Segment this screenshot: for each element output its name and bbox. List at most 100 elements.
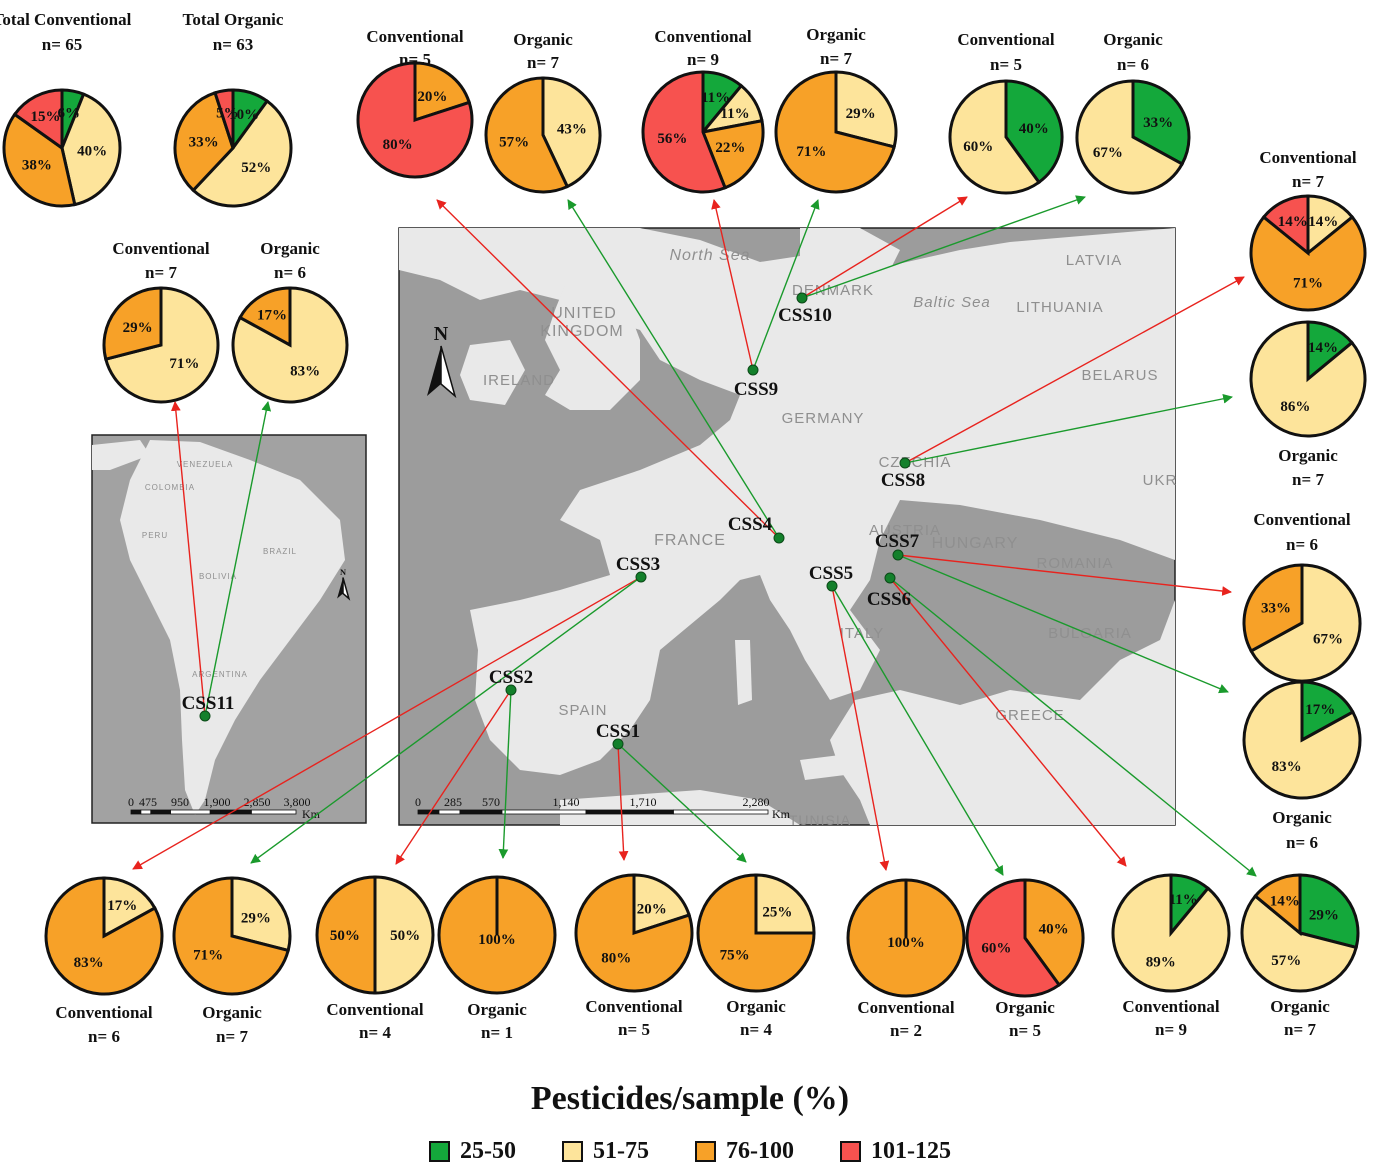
legend-label: 51-75 xyxy=(593,1138,649,1164)
pie-slice-25-50 xyxy=(1300,680,1355,743)
south-america-map xyxy=(91,434,367,824)
legend-label: 25-50 xyxy=(460,1138,516,1164)
pie-slice-51-75 xyxy=(1249,320,1367,438)
pie-chart-18: 20% 80% Conventional n= 5 xyxy=(574,873,694,1039)
pie-slice-101-125 xyxy=(965,878,1062,998)
arrow-green xyxy=(831,585,1004,876)
pie-slice-76-100 xyxy=(696,873,816,993)
arrow-red xyxy=(889,577,1127,867)
map-country-label: SPAIN xyxy=(559,702,608,719)
pie-chart-20: 100% Conventional n= 2 xyxy=(846,878,966,1040)
map-country-label: FRANCE xyxy=(654,532,726,549)
pie-slice-label: 80% xyxy=(601,950,631,966)
site-label-css1: CSS1 xyxy=(596,721,640,742)
pie-chart-7: 33% 67% Organic n= 6 xyxy=(1075,30,1191,195)
pie-slice-label: 20% xyxy=(417,89,447,105)
pie-title: Organic xyxy=(995,998,1055,1017)
scale-label: 285 xyxy=(444,795,462,809)
site-marker-css4 xyxy=(773,532,785,544)
pie-slice-76-100 xyxy=(574,873,694,993)
pie-title: Organic xyxy=(1278,446,1338,465)
pie-title: Conventional xyxy=(857,998,955,1017)
site-label-css5: CSS5 xyxy=(809,563,853,584)
pie-slice-label: 89% xyxy=(1146,954,1176,970)
map-country-label: North Sea xyxy=(669,247,750,264)
pie-slice-label: 57% xyxy=(1271,953,1301,969)
pie-slice-label: 17% xyxy=(107,898,137,914)
pie-chart-5: 29% 71% Organic n= 7 xyxy=(774,25,898,194)
scale-label: Km xyxy=(302,807,321,821)
pie-slice-label: 29% xyxy=(241,911,271,927)
arrow-red xyxy=(617,743,629,861)
scale-label: 475 xyxy=(139,795,157,809)
map-country-label: Baltic Sea xyxy=(913,294,991,311)
pie-slice-label: 83% xyxy=(1272,759,1302,775)
pie-title: Conventional xyxy=(585,997,683,1016)
pie-title: Conventional xyxy=(55,1003,153,1022)
pie-chart-1: 10% 52% 33% 5% Total Organic n= 63 xyxy=(173,10,293,208)
pie-slice-51-75 xyxy=(191,98,293,208)
arrow-green xyxy=(250,576,642,864)
map-country-label: BULGARIA xyxy=(1048,625,1132,642)
legend-item: 25-50 xyxy=(429,1138,516,1165)
scale-label: 1,140 xyxy=(553,795,580,809)
pie-title: Conventional xyxy=(1122,997,1220,1016)
site-marker-css9 xyxy=(747,364,759,376)
pie-title: Conventional xyxy=(112,239,210,258)
pie-slice-label: 14% xyxy=(1308,340,1338,356)
scale-label: 3,800 xyxy=(284,795,311,809)
site-label-css9: CSS9 xyxy=(734,379,778,400)
map-country-label: BOLIVIA xyxy=(199,572,237,581)
pie-slice-51-75 xyxy=(541,76,602,189)
north-africa-land xyxy=(560,790,800,825)
pie-slice-51-75 xyxy=(1249,563,1362,683)
arrow-green xyxy=(498,689,512,859)
pie-chart-17: 100% Organic n= 1 xyxy=(437,875,557,1042)
pie-slice-51-75 xyxy=(373,875,435,995)
pie-sample-size: n= 7 xyxy=(1284,1020,1316,1039)
pie-title: Organic xyxy=(260,239,320,258)
pie-slice-label: 14% xyxy=(1270,893,1300,909)
pie-sample-size: n= 7 xyxy=(145,263,177,282)
pie-chart-12: 67% 33% Conventional n= 6 xyxy=(1242,510,1362,683)
pie-slice-label: 10% xyxy=(229,107,259,123)
map-country-label: HUNGARY xyxy=(932,535,1019,552)
sites-layer: CSS1 CSS2 CSS3 CSS4 CSS5 CSS6 CSS7 CSS8 CSS9 CSS1… xyxy=(182,292,925,750)
map-country-label: UKR xyxy=(1143,472,1178,489)
map-country-label: PERU xyxy=(142,531,168,540)
pie-slice-label: 50% xyxy=(330,928,360,944)
europe-map xyxy=(398,227,1176,826)
pie-slice-label: 25% xyxy=(762,905,792,921)
pie-chart-10: 14% 71% 14% Conventional n= 7 xyxy=(1249,148,1367,312)
pie-slice-label: 71% xyxy=(169,356,199,372)
legend-item: 51-75 xyxy=(562,1138,649,1165)
pie-slice-76-100 xyxy=(1023,878,1085,988)
site-marker-css8 xyxy=(899,457,911,469)
pie-sample-size: n= 4 xyxy=(359,1023,391,1042)
pie-slice-label: 71% xyxy=(193,947,223,963)
pie-chart-21: 40% 60% Organic n= 5 xyxy=(965,878,1085,1040)
pie-slice-label: 14% xyxy=(1278,214,1308,230)
pie-title: Organic xyxy=(513,30,573,49)
map-country-label: GREECE xyxy=(995,707,1064,724)
south-america-land xyxy=(120,440,345,815)
scale-label: Km xyxy=(772,807,791,821)
map-country-label: ROMANIA xyxy=(1036,555,1113,572)
pie-slice-51-75 xyxy=(230,876,292,953)
pie-slice-25-50 xyxy=(1298,873,1360,950)
pie-slice-51-75 xyxy=(1240,893,1359,993)
legend-swatch xyxy=(840,1141,861,1162)
arrow-red xyxy=(831,585,890,871)
north-label: N xyxy=(340,568,346,577)
map-country-label: ARGENTINA xyxy=(192,670,248,679)
site-label-css8: CSS8 xyxy=(881,470,925,491)
pie-chart-13: 17% 83% Organic n= 6 xyxy=(1242,680,1362,852)
arrow-green xyxy=(801,195,1086,299)
pie-sample-size: n= 5 xyxy=(618,1020,650,1039)
pie-slice-51-75 xyxy=(102,876,157,939)
pie-chart-9: 83% 17% Organic n= 6 xyxy=(231,239,349,404)
pie-slice-51-75 xyxy=(60,92,122,207)
pie-title: Conventional xyxy=(1259,148,1357,167)
pie-slice-label: 6% xyxy=(58,106,81,122)
pie-slice-76-100 xyxy=(700,119,765,190)
